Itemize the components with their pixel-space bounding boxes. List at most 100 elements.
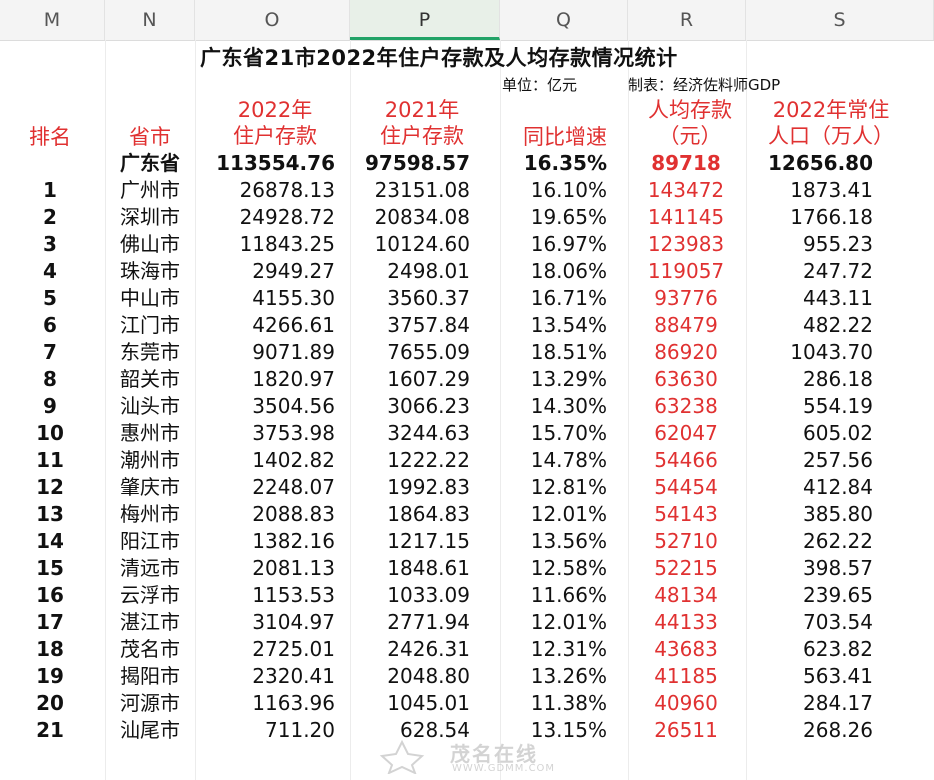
grid-line [500, 40, 501, 780]
cell-deposit-2021: 1033.09 [387, 583, 470, 607]
column-header-m[interactable]: M [0, 0, 105, 40]
cell-rank: 19 [36, 664, 64, 688]
cell-population: 284.17 [803, 691, 873, 715]
cell-growth: 14.30% [530, 394, 607, 418]
cell-growth: 12.81% [530, 475, 607, 499]
cell-deposit-2021: 3560.37 [387, 286, 470, 310]
province-growth: 16.35% [523, 151, 607, 175]
cell-rank: 9 [43, 394, 57, 418]
cell-city: 肇庆市 [120, 475, 180, 499]
star-logo-icon [379, 740, 425, 774]
cell-city: 佛山市 [120, 232, 180, 256]
cell-deposit-2022: 2088.83 [252, 502, 335, 526]
watermark-brand: 茂名在线 [450, 742, 538, 766]
table-row[interactable]: 19 揭阳市 2320.41 2048.80 13.26% 41185 563.41 [0, 663, 934, 690]
province-per-capita: 89718 [651, 151, 721, 175]
header-per-capita-line2: （元） [658, 124, 722, 148]
grid-line [628, 40, 629, 780]
cell-deposit-2021: 2498.01 [387, 259, 470, 283]
cell-growth: 12.01% [530, 502, 607, 526]
cell-city: 珠海市 [120, 259, 180, 283]
column-header-o[interactable]: O [195, 0, 350, 40]
header-growth: 同比增速 [523, 125, 607, 149]
table-row[interactable]: 10 惠州市 3753.98 3244.63 15.70% 62047 605.02 [0, 420, 934, 447]
cell-deposit-2021: 2048.80 [387, 664, 470, 688]
cell-rank: 21 [36, 718, 64, 742]
cell-population: 262.22 [803, 529, 873, 553]
column-header-r[interactable]: R [628, 0, 746, 40]
cell-rank: 17 [36, 610, 64, 634]
table-row[interactable]: 11 潮州市 1402.82 1222.22 14.78% 54466 257.56 [0, 447, 934, 474]
cell-deposit-2021: 3066.23 [387, 394, 470, 418]
table-row[interactable]: 9 汕头市 3504.56 3066.23 14.30% 63238 554.19 [0, 393, 934, 420]
column-header-p[interactable]: P [350, 0, 500, 40]
table-row[interactable]: 6 江门市 4266.61 3757.84 13.54% 88479 482.22 [0, 312, 934, 339]
cell-rank: 16 [36, 583, 64, 607]
cell-population: 412.84 [803, 475, 873, 499]
table-row[interactable]: 4 珠海市 2949.27 2498.01 18.06% 119057 247.72 [0, 258, 934, 285]
cell-deposit-2022: 9071.89 [252, 340, 335, 364]
cell-per-capita: 54466 [654, 448, 718, 472]
table-row[interactable]: 18 茂名市 2725.01 2426.31 12.31% 43683 623.82 [0, 636, 934, 663]
cell-per-capita: 141145 [647, 205, 725, 229]
cell-per-capita: 143472 [647, 178, 725, 202]
cell-growth: 13.29% [530, 367, 607, 391]
column-header-q[interactable]: Q [500, 0, 628, 40]
province-population: 12656.80 [767, 151, 873, 175]
table-row[interactable]: 1 广州市 26878.13 23151.08 16.10% 143472 1873.41 [0, 177, 934, 204]
header-city: 省市 [129, 125, 171, 149]
table-row[interactable]: 17 湛江市 3104.97 2771.94 12.01% 44133 703.54 [0, 609, 934, 636]
table-row[interactable]: 8 韶关市 1820.97 1607.29 13.29% 63630 286.18 [0, 366, 934, 393]
cell-growth: 15.70% [530, 421, 607, 445]
table-row[interactable]: 13 梅州市 2088.83 1864.83 12.01% 54143 385.80 [0, 501, 934, 528]
cell-rank: 4 [43, 259, 57, 283]
table-row[interactable]: 7 东莞市 9071.89 7655.09 18.51% 86920 1043.70 [0, 339, 934, 366]
cell-deposit-2021: 3757.84 [387, 313, 470, 337]
cell-deposit-2022: 24928.72 [239, 205, 335, 229]
cell-city: 东莞市 [120, 340, 180, 364]
cell-deposit-2022: 2320.41 [252, 664, 335, 688]
column-header-s[interactable]: S [746, 0, 934, 40]
table-row[interactable]: 15 清远市 2081.13 1848.61 12.58% 52215 398.57 [0, 555, 934, 582]
cell-population: 385.80 [803, 502, 873, 526]
cell-population: 268.26 [803, 718, 873, 742]
table-row[interactable]: 12 肇庆市 2248.07 1992.83 12.81% 54454 412.84 [0, 474, 934, 501]
table-row[interactable]: 5 中山市 4155.30 3560.37 16.71% 93776 443.11 [0, 285, 934, 312]
cell-rank: 1 [43, 178, 57, 202]
header-per-capita: 人均存款 （元） [640, 97, 740, 149]
header-rank: 排名 [29, 125, 71, 149]
cell-per-capita: 54454 [654, 475, 718, 499]
cell-city: 汕头市 [120, 394, 180, 418]
cell-population: 257.56 [803, 448, 873, 472]
column-header-n[interactable]: N [105, 0, 195, 40]
watermark: 茂名在线 WWW.GDMM.COM [372, 738, 612, 778]
header-per-capita-line1: 人均存款 [648, 98, 732, 122]
cell-per-capita: 63630 [654, 367, 718, 391]
grid-line [746, 40, 747, 780]
cell-growth: 13.15% [530, 718, 607, 742]
cell-population: 1873.41 [790, 178, 873, 202]
header-deposit-2021-line2: 住户存款 [380, 124, 464, 148]
province-total-row[interactable]: 广东省 113554.76 97598.57 16.35% 89718 1265… [0, 150, 934, 177]
cell-deposit-2022: 4155.30 [252, 286, 335, 310]
cell-deposit-2021: 1848.61 [387, 556, 470, 580]
cell-growth: 11.66% [530, 583, 607, 607]
table-row[interactable]: 21 汕尾市 711.20 628.54 13.15% 26511 268.26 [0, 717, 934, 744]
cell-deposit-2022: 1163.96 [252, 691, 335, 715]
cell-city: 韶关市 [120, 367, 180, 391]
cell-deposit-2022: 4266.61 [252, 313, 335, 337]
cell-growth: 16.97% [530, 232, 607, 256]
table-row[interactable]: 3 佛山市 11843.25 10124.60 16.97% 123983 955.23 [0, 231, 934, 258]
cell-growth: 18.51% [530, 340, 607, 364]
cell-population: 398.57 [803, 556, 873, 580]
cell-deposit-2022: 1402.82 [252, 448, 335, 472]
table-row[interactable]: 2 深圳市 24928.72 20834.08 19.65% 141145 1766.18 [0, 204, 934, 231]
cell-deposit-2021: 3244.63 [387, 421, 470, 445]
table-row[interactable]: 14 阳江市 1382.16 1217.15 13.56% 52710 262.22 [0, 528, 934, 555]
table-row[interactable]: 20 河源市 1163.96 1045.01 11.38% 40960 284.17 [0, 690, 934, 717]
table-row[interactable]: 16 云浮市 1153.53 1033.09 11.66% 48134 239.65 [0, 582, 934, 609]
cell-deposit-2021: 1217.15 [387, 529, 470, 553]
grid-line [195, 40, 196, 780]
cell-city: 湛江市 [120, 610, 180, 634]
cell-per-capita: 93776 [654, 286, 718, 310]
